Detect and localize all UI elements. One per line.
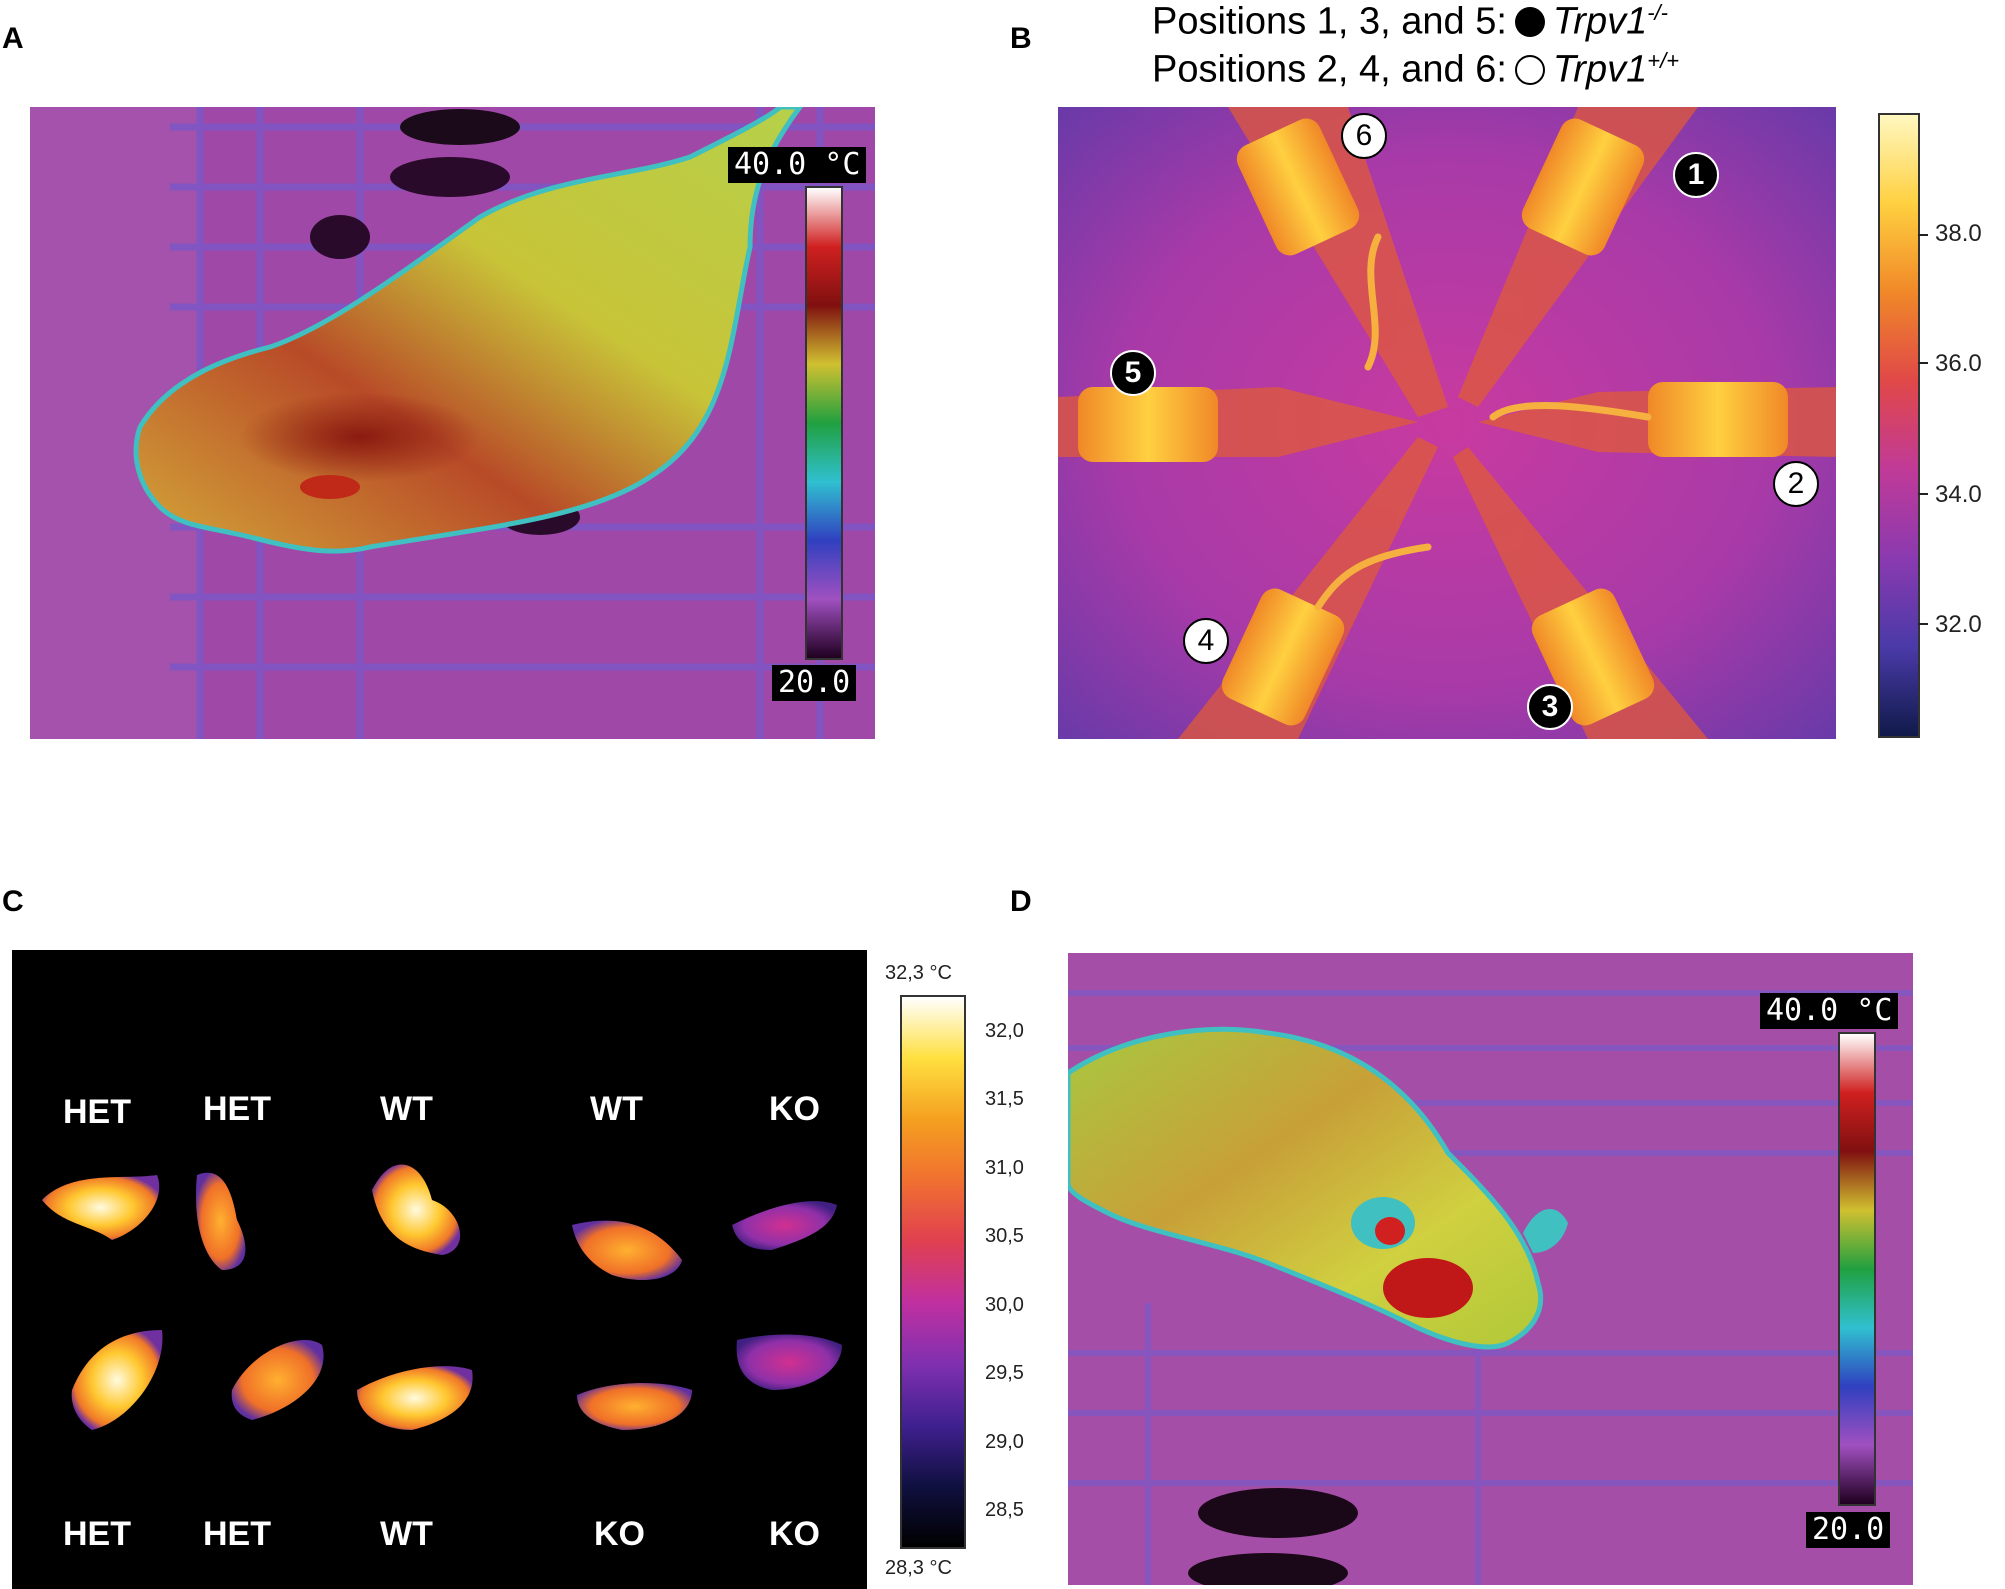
panel-d-scale-max: 40.0 °C bbox=[1760, 993, 1899, 1029]
panel-c-colorbar bbox=[900, 995, 966, 1549]
marker-5: 5 bbox=[1110, 350, 1156, 396]
b-tick-34 bbox=[1918, 493, 1928, 495]
marker-1: 1 bbox=[1673, 152, 1719, 198]
panel-c-thermal-image bbox=[12, 950, 867, 1589]
c-bottom-label-5: KO bbox=[769, 1515, 820, 1553]
c-tick-label-3: 30,5 bbox=[985, 1225, 1024, 1247]
panel-d-scale-min: 20.0 bbox=[1806, 1512, 1891, 1548]
b-tick-label-32: 32.0 bbox=[1935, 611, 1982, 638]
marker-3: 3 bbox=[1527, 684, 1573, 730]
legend-1-gene: Trpv1 bbox=[1552, 0, 1648, 43]
c-scale-bottom: 28,3 °C bbox=[885, 1557, 952, 1579]
c-tick-label-0: 32,0 bbox=[985, 1020, 1024, 1042]
c-tick-label-1: 31,5 bbox=[985, 1088, 1024, 1110]
panel-a-letter: A bbox=[2, 22, 24, 55]
panel-d-letter: D bbox=[1010, 885, 1032, 918]
legend-1-prefix: Positions 1, 3, and 5: bbox=[1152, 0, 1507, 43]
panel-d-colorbar bbox=[1838, 1032, 1876, 1506]
c-tick-label-7: 28,5 bbox=[985, 1499, 1024, 1521]
c-top-label-3: WT bbox=[380, 1090, 433, 1128]
panel-b-colorbar bbox=[1878, 113, 1920, 738]
b-tick-label-36: 36.0 bbox=[1935, 350, 1982, 377]
panel-d-thermal-image bbox=[1068, 953, 1913, 1585]
panel-b-thermal-image bbox=[1058, 107, 1836, 739]
c-bottom-label-2: HET bbox=[203, 1515, 271, 1553]
c-scale-top: 32,3 °C bbox=[885, 962, 952, 984]
panel-a-colorbar bbox=[805, 186, 843, 660]
c-tick-label-6: 29,0 bbox=[985, 1431, 1024, 1453]
c-tick-label-5: 29,5 bbox=[985, 1362, 1024, 1384]
legend-2-gene: Trpv1 bbox=[1552, 48, 1648, 91]
c-top-label-5: KO bbox=[769, 1090, 820, 1128]
c-bottom-label-1: HET bbox=[63, 1515, 131, 1553]
panel-c-letter: C bbox=[2, 885, 24, 918]
b-tick-36 bbox=[1918, 362, 1928, 364]
c-bottom-label-4: KO bbox=[594, 1515, 645, 1553]
marker-6: 6 bbox=[1341, 113, 1387, 159]
c-top-label-2: HET bbox=[203, 1090, 271, 1128]
legend-1-genotype: -/- bbox=[1647, 0, 1668, 25]
c-tick-label-4: 30,0 bbox=[985, 1294, 1024, 1316]
panel-a-scale-min: 20.0 bbox=[772, 665, 857, 701]
panel-a-scale-max: 40.0 °C bbox=[728, 147, 867, 183]
legend-2-prefix: Positions 2, 4, and 6: bbox=[1152, 48, 1507, 91]
panel-b-legend-line-1: Positions 1, 3, and 5: Trpv1-/- bbox=[1152, 0, 1668, 44]
panel-a-thermal-image bbox=[30, 107, 875, 739]
marker-4: 4 bbox=[1183, 618, 1229, 664]
filled-circle-icon bbox=[1514, 6, 1545, 37]
c-top-label-1: HET bbox=[63, 1093, 131, 1131]
c-tick-label-2: 31,0 bbox=[985, 1157, 1024, 1179]
c-top-label-4: WT bbox=[590, 1090, 643, 1128]
panel-b-letter: B bbox=[1010, 22, 1032, 55]
panel-b-legend-line-2: Positions 2, 4, and 6: Trpv1+/+ bbox=[1152, 48, 1679, 92]
b-tick-32 bbox=[1918, 623, 1928, 625]
c-bottom-label-3: WT bbox=[380, 1515, 433, 1553]
open-circle-icon bbox=[1514, 54, 1545, 85]
b-tick-label-34: 34.0 bbox=[1935, 481, 1982, 508]
legend-2-genotype: +/+ bbox=[1647, 48, 1680, 73]
b-tick-label-38: 38.0 bbox=[1935, 220, 1982, 247]
marker-2: 2 bbox=[1773, 461, 1819, 507]
b-tick-38 bbox=[1918, 234, 1928, 236]
